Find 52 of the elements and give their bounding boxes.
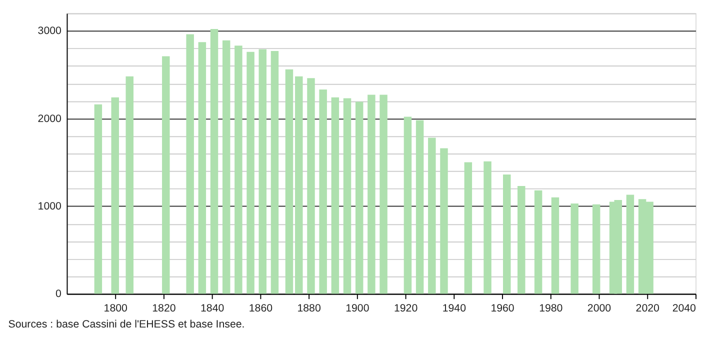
bar: [343, 98, 352, 294]
bar: [502, 174, 511, 294]
bar: [484, 161, 492, 294]
x-tick-label: 1960: [490, 302, 514, 315]
x-tick-label: 2040: [672, 302, 696, 315]
bar: [534, 190, 542, 294]
y-tick-label: 3000: [38, 25, 62, 38]
bar: [295, 76, 303, 294]
bar: [416, 120, 424, 294]
bar: [210, 29, 218, 294]
bar: [428, 138, 436, 294]
bar: [186, 34, 194, 294]
x-tick-label: 1840: [200, 302, 224, 315]
bar: [270, 50, 279, 294]
x-tick-label: 1860: [248, 302, 273, 315]
bar: [222, 40, 230, 294]
bar: [246, 52, 254, 294]
bar: [111, 97, 119, 294]
y-tick-label: 0: [56, 288, 62, 300]
x-tick-label: 1800: [104, 302, 128, 315]
x-tick-label: 1820: [152, 302, 176, 315]
bar: [592, 204, 600, 294]
bar: [94, 104, 102, 294]
bar: [258, 49, 266, 294]
x-tick-label: 1880: [297, 302, 321, 315]
bar: [234, 46, 242, 294]
bar: [319, 90, 327, 294]
x-tick-label: 1920: [394, 302, 418, 315]
bar: [570, 203, 578, 294]
bar: [198, 42, 206, 294]
bar: [126, 76, 134, 294]
y-tick-label: 2000: [38, 112, 62, 125]
bar: [307, 78, 315, 294]
x-tick-label: 2000: [587, 302, 612, 315]
source-note: Sources : base Cassini de l'EHESS et base Insee.: [8, 318, 245, 331]
x-tick-label: 2020: [636, 302, 660, 315]
x-tick-label: 1940: [442, 302, 466, 315]
y-tick-label: 1000: [38, 200, 62, 212]
bar: [162, 56, 170, 294]
bar: [518, 186, 526, 294]
bar: [440, 148, 448, 294]
x-tick-label: 1980: [539, 302, 563, 315]
bar: [368, 94, 376, 294]
bar: [355, 102, 364, 294]
bar: [380, 94, 388, 294]
bar: [464, 162, 472, 294]
x-tick-label: 1900: [346, 302, 370, 315]
bar: [551, 197, 560, 294]
bar: [285, 69, 294, 294]
bar: [404, 116, 412, 294]
bar: [626, 194, 634, 294]
bar: [331, 97, 340, 294]
